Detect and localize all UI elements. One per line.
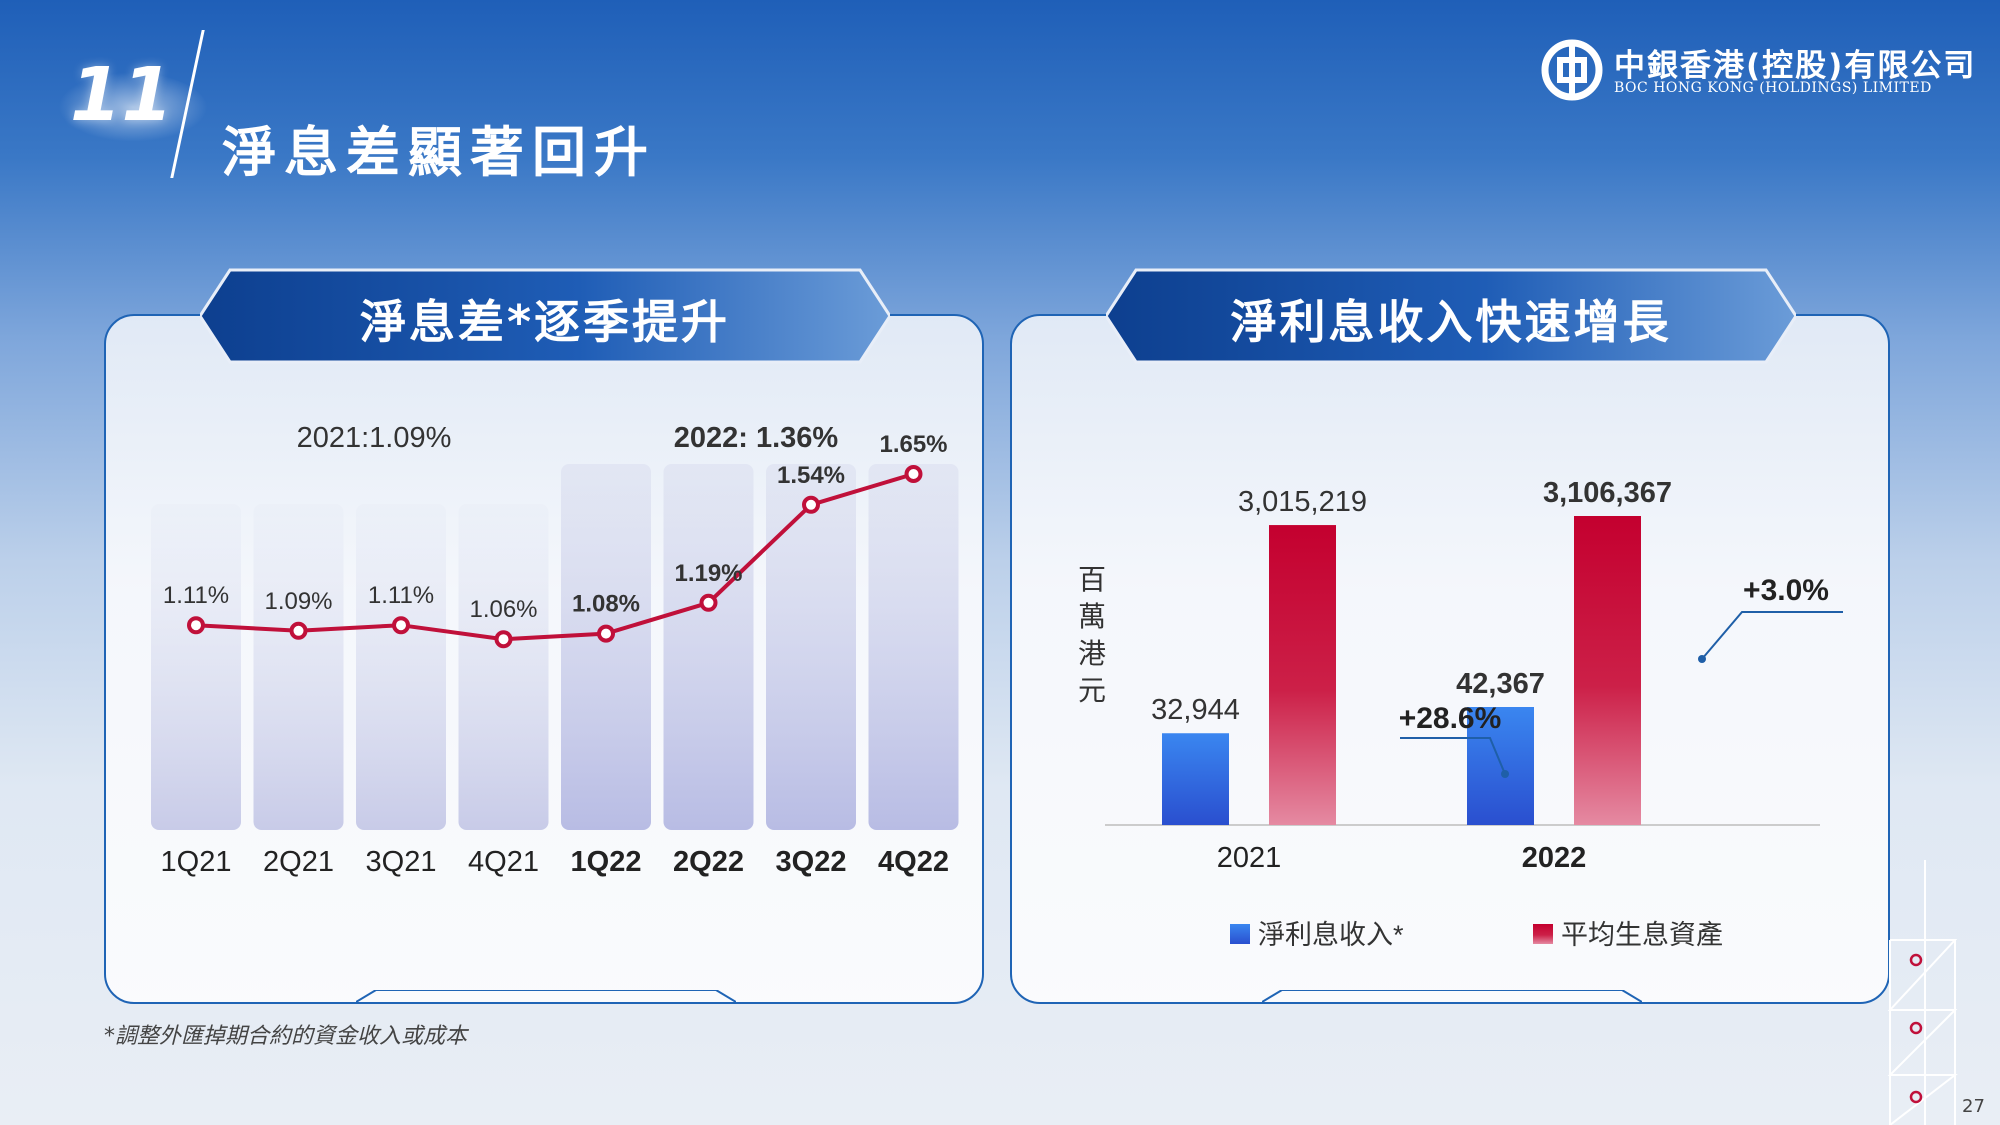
logo-name-cn: 中銀香港(控股)有限公司 (1614, 48, 1977, 84)
nii-bar-label: 32,944 (1151, 694, 1240, 726)
nii-panel (1010, 314, 1890, 1004)
boc-logo-icon (1541, 39, 1603, 101)
nim-2022-annotation: 2022: 1.36% (674, 422, 839, 454)
nim-data-label: 1.09% (264, 588, 332, 615)
nii-growth-dot (1501, 770, 1509, 778)
nim-column-bg (663, 464, 754, 830)
nim-data-label: 1.06% (469, 596, 537, 623)
nim-column-bg (151, 504, 241, 830)
slide-title: 淨息差顯著回升 (222, 121, 656, 184)
nim-banner: 淨息差*逐季提升 (198, 268, 892, 364)
nim-column-bg (868, 464, 959, 830)
nim-data-label: 1.08% (572, 591, 640, 618)
slide-number: 11 (70, 52, 173, 138)
nim-2021-annotation: 2021:1.09% (297, 422, 452, 454)
nim-point (187, 616, 205, 635)
nim-data-label: 1.11% (163, 582, 229, 609)
nim-point (802, 495, 820, 514)
nii-y-axis-char: 元 (1078, 675, 1106, 706)
nii-x-tick-label: 2022 (1522, 842, 1587, 874)
nim-point (597, 624, 615, 643)
nim-x-tick-label: 3Q21 (366, 846, 437, 878)
panel-notch (1262, 990, 1642, 1003)
nim-x-tick-label: 1Q22 (571, 846, 642, 878)
nim-x-tick-label: 4Q21 (468, 846, 539, 878)
assets-growth-dot (1698, 655, 1706, 663)
page-number: 27 (1962, 1096, 1985, 1117)
nii-bar (1162, 733, 1229, 825)
nim-data-label: 1.54% (777, 462, 845, 489)
nim-series-line (195, 472, 915, 642)
nim-column-bg (356, 504, 446, 830)
nim-x-tick-label: 3Q22 (776, 846, 847, 878)
nii-growth-label: +28.6% (1399, 702, 1502, 735)
nim-column-bg (253, 504, 344, 830)
nii-bar (1467, 707, 1534, 825)
nim-data-label: 1.11% (368, 582, 434, 609)
legend-label-assets: 平均生息資產 (1561, 920, 1723, 950)
bank-tower-icon (1887, 860, 1958, 1125)
nii-x-tick-label: 2021 (1217, 842, 1282, 874)
nim-column-bg (766, 464, 856, 830)
logo-name-en: BOC HONG KONG (HOLDINGS) LIMITED (1614, 80, 1932, 96)
nim-line-chart: 2021:1.09% 2022: 1.36% 1.11% 1.09% 1.11% 1.… (151, 422, 959, 878)
assets-bar-label: 3,106,367 (1543, 477, 1672, 509)
legend-swatch-nii (1230, 924, 1250, 944)
nim-chart-title: 淨息差*逐季提升 (359, 295, 731, 349)
nim-point (494, 630, 513, 649)
nii-bar-label: 42,367 (1456, 668, 1545, 700)
legend-label-nii: 淨利息收入* (1258, 920, 1404, 950)
nim-column-bg (458, 504, 549, 830)
assets-bar-label: 3,015,219 (1238, 486, 1367, 518)
nii-y-axis-char: 百 (1078, 564, 1106, 595)
footnote: *調整外匯掉期合約的資金收入或成本 (104, 1024, 468, 1049)
nii-y-axis-char: 港 (1078, 638, 1106, 669)
nim-column-bg (561, 464, 651, 830)
assets-bar (1269, 525, 1336, 825)
panel-notch (356, 990, 736, 1003)
nim-x-tick-label: 2Q22 (673, 846, 744, 878)
assets-bar (1574, 516, 1641, 825)
nii-banner: 淨利息收入快速增長 (1104, 268, 1798, 364)
nim-point (392, 616, 410, 635)
nii-y-axis-char: 萬 (1078, 601, 1106, 632)
nim-x-tick-label: 4Q22 (878, 846, 949, 878)
nim-point (289, 621, 308, 640)
nim-data-label: 1.19% (674, 560, 742, 587)
nim-x-tick-label: 1Q21 (161, 846, 232, 878)
nim-point (904, 465, 923, 483)
assets-growth-label: +3.0% (1743, 574, 1829, 607)
legend-swatch-assets (1533, 924, 1553, 944)
assets-growth-leader (1701, 611, 1843, 660)
nii-growth-leader (1400, 737, 1506, 775)
nim-point (699, 593, 718, 612)
nim-x-tick-label: 2Q21 (263, 846, 334, 878)
nii-chart-title: 淨利息收入快速增長 (1230, 295, 1672, 349)
nim-data-label: 1.65% (879, 431, 947, 458)
